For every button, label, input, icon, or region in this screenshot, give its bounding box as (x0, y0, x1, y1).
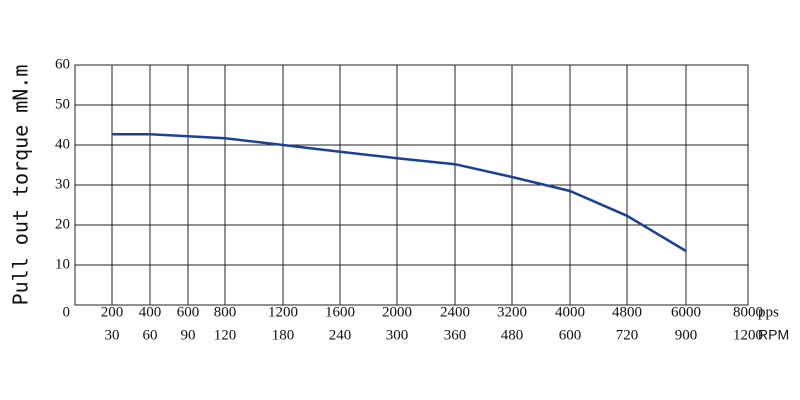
x2-tick-label: 30 (105, 327, 120, 343)
x-tick-label: 4800 (612, 304, 642, 320)
x-tick-label: 1200 (268, 304, 298, 320)
x2-tick-label: 600 (559, 327, 582, 343)
x2-tick-label: 60 (143, 327, 158, 343)
y-tick-label: 0 (63, 304, 71, 320)
y-tick-label: 20 (55, 216, 70, 232)
x2-tick-label: 90 (181, 327, 196, 343)
data-line (112, 132, 687, 253)
x-tick-label: 3200 (497, 304, 527, 320)
y-tick-label: 30 (55, 176, 70, 192)
x2-tick-label: 240 (329, 327, 352, 343)
y-axis-label: Pull out torque mN.m (9, 65, 33, 306)
y-tick-label: 50 (55, 96, 70, 112)
x2-tick-label: 900 (675, 327, 698, 343)
x2-tick-label: 360 (444, 327, 467, 343)
x-tick-label: 2000 (382, 304, 412, 320)
x-tick-label: 600 (177, 304, 200, 320)
y-tick-label: 10 (55, 256, 70, 272)
x2-tick-label: 480 (501, 327, 524, 343)
x2-tick-label: 300 (386, 327, 409, 343)
x-tick-label: 2400 (440, 304, 470, 320)
y-tick-label: 60 (55, 56, 70, 72)
x2-tick-label: 720 (616, 327, 639, 343)
x-unit: pps (758, 304, 779, 320)
x-tick-label: 4000 (555, 304, 585, 320)
x-tick-label: 200 (101, 304, 124, 320)
y-tick-label: 40 (55, 136, 70, 152)
x-tick-label: 800 (214, 304, 237, 320)
x-tick-label: 6000 (671, 304, 701, 320)
x-tick-label: 400 (139, 304, 162, 320)
x2-unit: RPM (758, 327, 789, 343)
x-tick-label: 8000 (733, 304, 763, 320)
x2-tick-label: 1200 (733, 327, 763, 343)
x2-tick-label: 180 (272, 327, 295, 343)
x2-tick-label: 120 (214, 327, 237, 343)
x-tick-label: 1600 (325, 304, 355, 320)
